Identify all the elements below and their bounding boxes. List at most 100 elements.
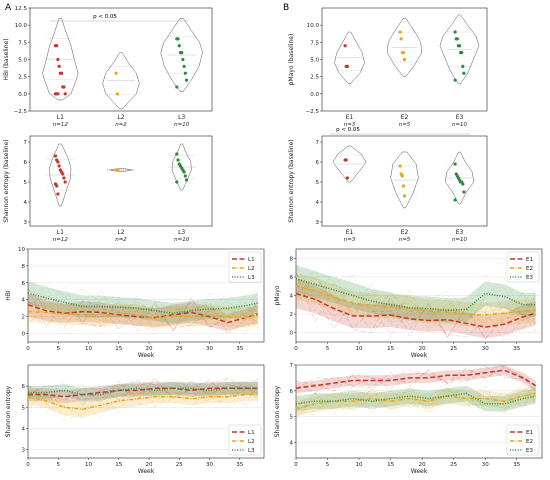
mean-line-L3: [28, 387, 258, 396]
x-tick-label: 25: [176, 346, 183, 352]
data-point-E2: [398, 30, 402, 34]
y-tick-label: 5: [290, 415, 294, 421]
x-n-label: n=5: [399, 122, 411, 128]
x-category-label: L3: [178, 114, 185, 121]
x-tick-label: 15: [115, 462, 122, 468]
individual-trace-L2: [27, 301, 259, 335]
data-point-L3: [182, 64, 186, 68]
x-n-label: n=2: [115, 237, 127, 243]
individual-trace-L1: [27, 298, 258, 332]
y-tick-label: 4: [290, 441, 294, 447]
data-point-E3: [462, 190, 466, 194]
y-tick-label: −2.5: [14, 109, 28, 115]
y-tick-label: 6: [316, 160, 320, 166]
confidence-band-E3: [296, 264, 536, 323]
individual-trace-E2: [295, 282, 536, 331]
x-category-label: L2: [117, 229, 124, 236]
y-axis-label: Shannon entropy: [5, 385, 12, 437]
shannon-significance-label: p < 0.05: [336, 127, 360, 133]
y-tick-label: 10: [18, 247, 25, 253]
legend-box: [506, 251, 540, 283]
individual-trace-E3: [295, 385, 536, 416]
individual-trace-E3: [295, 270, 536, 328]
violin-E2: [390, 151, 419, 209]
data-point-L3: [182, 170, 186, 174]
y-tick-label: 4: [316, 200, 320, 206]
data-point-E2: [401, 51, 405, 55]
mean-line-E1: [295, 369, 537, 390]
legend-label-E1: E1: [526, 257, 533, 263]
violin-L3: [160, 18, 203, 93]
confidence-band-E2: [296, 385, 536, 417]
individual-trace-L1: [27, 377, 259, 402]
x-category-label: E2: [401, 114, 409, 121]
x-category-label: L3: [178, 229, 185, 236]
y-tick-label: 2: [22, 315, 26, 321]
legend: L1 L2 L3: [228, 251, 262, 283]
individual-trace-E3: [295, 385, 536, 412]
x-n-label: n=10: [174, 237, 190, 243]
x-tick-label: 5: [57, 346, 61, 352]
y-tick-label: 0.0: [310, 92, 319, 98]
x-tick-label: 30: [482, 462, 489, 468]
mean-line-E1: [295, 292, 536, 328]
data-point-L3: [176, 37, 180, 41]
static-layer: A B p < 0.05 p < 0.05: [5, 3, 360, 133]
confidence-band-L2: [28, 301, 258, 329]
confidence-band-E1: [296, 365, 536, 394]
individual-trace-L3: [27, 280, 259, 325]
individual-trace-E1: [295, 367, 536, 395]
x-n-label: n=3: [344, 237, 356, 243]
data-point-E3: [453, 162, 457, 166]
y-tick-label: 12.5: [15, 6, 28, 12]
individual-trace-L3: [27, 379, 259, 404]
x-n-label: n=12: [53, 237, 69, 243]
x-tick-label: 10: [85, 346, 92, 352]
y-tick-label: 6: [24, 160, 28, 166]
x-tick-label: 30: [206, 462, 213, 468]
individual-trace-E1: [295, 366, 536, 388]
confidence-band-L1: [28, 293, 258, 331]
legend-label-L3: L3: [248, 448, 255, 454]
data-point-E3: [460, 51, 464, 55]
x-tick-label: 35: [513, 462, 520, 468]
violin-E1: [332, 145, 367, 183]
legend-box: [228, 251, 262, 283]
individual-trace-L3: [27, 378, 258, 405]
x-category-label: E2: [401, 229, 409, 236]
x-tick-label: 5: [326, 462, 330, 468]
y-tick-label: 3: [316, 220, 320, 226]
data-point-L1: [62, 85, 66, 89]
confidence-band-L3: [28, 281, 258, 324]
data-point-E1: [345, 64, 349, 68]
hbi-significance-label: p < 0.05: [93, 14, 117, 20]
mean-line-L2: [27, 310, 259, 320]
x-tick-label: 10: [356, 346, 363, 352]
data-point-L3: [181, 57, 185, 62]
x-n-label: n=3: [344, 122, 356, 128]
plot-frame: [321, 135, 488, 227]
x-tick-label: 35: [236, 346, 243, 352]
x-n-label: n=10: [174, 122, 190, 128]
panel-label-a: A: [5, 3, 12, 13]
x-n-label: n=12: [53, 122, 69, 128]
individual-trace-L1: [27, 377, 258, 401]
x-category-label: L1: [57, 229, 64, 236]
y-tick-label: 5: [24, 180, 28, 186]
x-category-label: E1: [346, 114, 354, 121]
y-tick-label: 7: [24, 140, 28, 146]
legend-label-L2: L2: [248, 266, 255, 272]
plot-frame: [29, 135, 213, 227]
pmayo_timeseries-chart: 0 2 4 6 8 pMayo 0 5 10 15 20 25 30 35 Week E1 E2 E3: [274, 248, 543, 359]
panel-label-b: B: [283, 3, 289, 13]
individual-trace-L2: [27, 384, 259, 418]
y-tick-label: 0: [290, 331, 294, 337]
data-point-L1: [61, 172, 65, 176]
x-tick-label: 0: [294, 346, 298, 352]
x-axis-label: Week: [138, 468, 155, 475]
confidence-band-E2: [296, 273, 536, 328]
legend: E1 E2 E3: [506, 424, 540, 456]
x-tick-label: 10: [356, 462, 363, 468]
individual-trace-E1: [295, 277, 536, 338]
